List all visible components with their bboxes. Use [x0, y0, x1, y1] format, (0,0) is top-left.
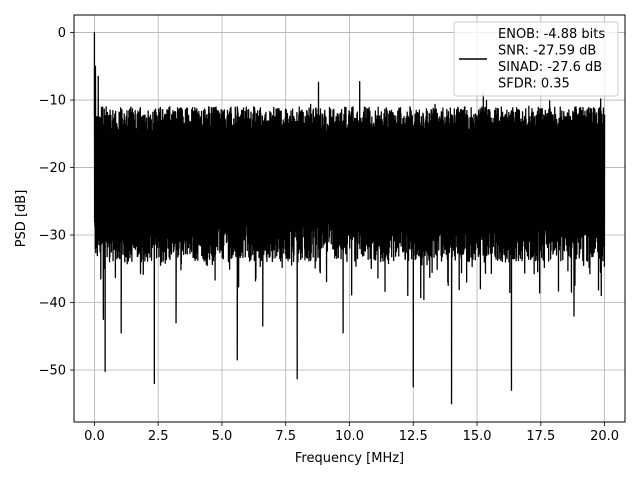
x-tick-label: 0.0: [84, 429, 105, 444]
x-tick-label: 15.0: [463, 429, 492, 444]
x-tick-label: 7.5: [275, 429, 296, 444]
legend-entry-enob: ENOB: -4.88 bits: [498, 27, 605, 42]
y-tick-label: −20: [39, 161, 66, 176]
y-tick-label: 0: [58, 26, 66, 41]
legend-entry-sfdr: SFDR: 0.35: [498, 77, 570, 92]
x-tick-label: 20.0: [590, 429, 619, 444]
x-tick-label: 17.5: [526, 429, 555, 444]
y-tick-label: −30: [39, 229, 66, 244]
psd-series: [93, 31, 606, 405]
psd-trace: [93, 31, 606, 405]
legend-entry-sinad: SINAD: -27.6 dB: [498, 60, 602, 75]
y-tick-label: −50: [39, 364, 66, 379]
x-tick-label: 5.0: [212, 429, 233, 444]
x-axis-label: Frequency [MHz]: [295, 451, 404, 466]
x-tick-label: 2.5: [148, 429, 169, 444]
legend-box: [453, 21, 619, 97]
legend-entry-snr: SNR: -27.59 dB: [498, 44, 596, 59]
legend: ENOB: -4.88 bits SNR: -27.59 dB SINAD: -…: [453, 21, 619, 97]
axis-ticks: 0.0 2.5 5.0 7.5 10.0 12.5 15.0 17.5 20.0 0 −10 −20 −…: [39, 26, 620, 444]
y-axis-label: PSD [dB]: [14, 190, 29, 248]
x-tick-label: 12.5: [399, 429, 428, 444]
y-tick-label: −40: [39, 296, 66, 311]
y-tick-label: −10: [39, 94, 66, 109]
x-tick-label: 10.0: [335, 429, 364, 444]
